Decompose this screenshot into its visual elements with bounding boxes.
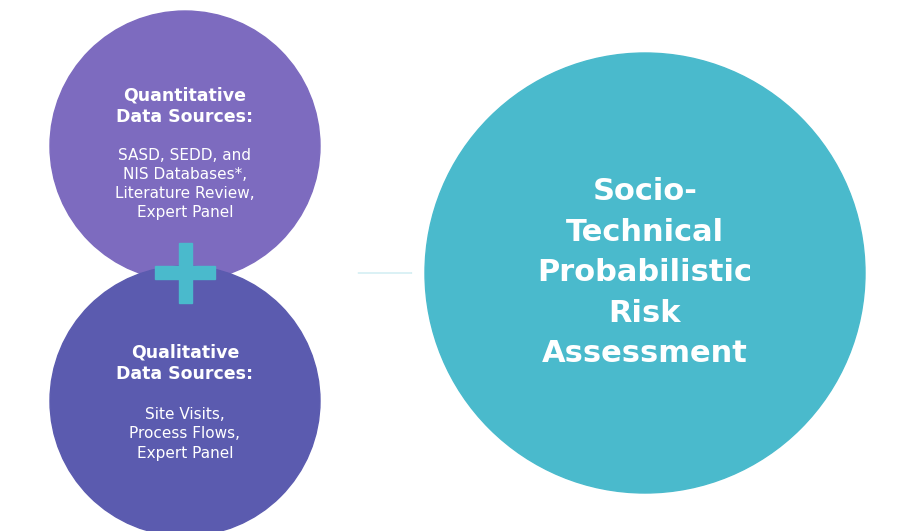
Text: SASD, SEDD, and
NIS Databases*,
Literature Review,
Expert Panel: SASD, SEDD, and NIS Databases*, Literatu…	[115, 148, 255, 220]
Text: Qualitative
Data Sources:: Qualitative Data Sources:	[116, 343, 253, 383]
Text: Socio-
Technical
Probabilistic
Risk
Assessment: Socio- Technical Probabilistic Risk Asse…	[537, 177, 751, 369]
Circle shape	[50, 11, 320, 281]
Text: Site Visits,
Process Flows,
Expert Panel: Site Visits, Process Flows, Expert Panel	[129, 407, 240, 461]
Circle shape	[424, 53, 864, 493]
Text: Quantitative
Data Sources:: Quantitative Data Sources:	[116, 86, 253, 126]
FancyArrowPatch shape	[358, 272, 412, 273]
Bar	[178, 243, 191, 303]
Bar	[154, 267, 215, 279]
Circle shape	[50, 266, 320, 531]
